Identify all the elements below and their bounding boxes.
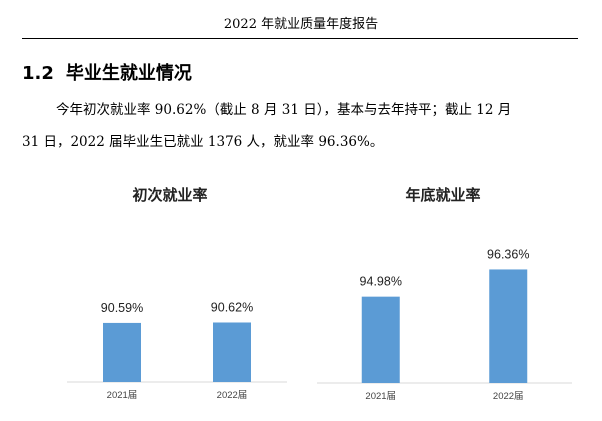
chart-plot: 90.59% 2021届 90.62% 2022届 xyxy=(67,300,287,401)
bar-2022届 xyxy=(489,269,528,383)
category-tick-label: 2022届 xyxy=(493,391,524,402)
report-header-title: 2022 年就业质量年度报告 xyxy=(223,17,379,32)
chart-initial-employment-rate: 初次就业率 90.59% 2021届 90.62% 2022届 xyxy=(45,175,295,415)
chart-year-end-employment-rate: 年底就业率 94.98% 2021届 96.36% 2022届 xyxy=(312,175,574,415)
chart-title: 初次就业率 xyxy=(132,186,208,204)
bar-value-label: 96.36% xyxy=(487,247,529,261)
section-number: 1.2 xyxy=(22,63,54,84)
paragraph-line-1: 今年初次就业率 90.62%（截止 8 月 31 日），基本与去年持平；截止 1… xyxy=(56,102,512,118)
bar-2022届 xyxy=(213,322,251,382)
header-divider xyxy=(22,38,578,39)
category-tick-label: 2021届 xyxy=(365,391,396,402)
category-tick-label: 2021届 xyxy=(107,390,138,401)
section-title: 毕业生就业情况 xyxy=(65,63,192,84)
paragraph-line-2: 31 日，2022 届毕业生已就业 1376 人，就业率 96.36%。 xyxy=(22,134,384,150)
bar-2021届 xyxy=(103,322,141,382)
bar-value-label: 90.59% xyxy=(101,301,143,315)
section-heading: 1.2 毕业生就业情况 xyxy=(22,62,192,86)
chart-title: 年底就业率 xyxy=(405,186,481,204)
category-tick-label: 2022届 xyxy=(217,390,248,401)
bar-value-label: 94.98% xyxy=(360,275,402,289)
bar-2021届 xyxy=(361,296,400,383)
chart-plot: 94.98% 2021届 96.36% 2022届 xyxy=(317,247,572,402)
bar-value-label: 90.62% xyxy=(211,300,253,314)
